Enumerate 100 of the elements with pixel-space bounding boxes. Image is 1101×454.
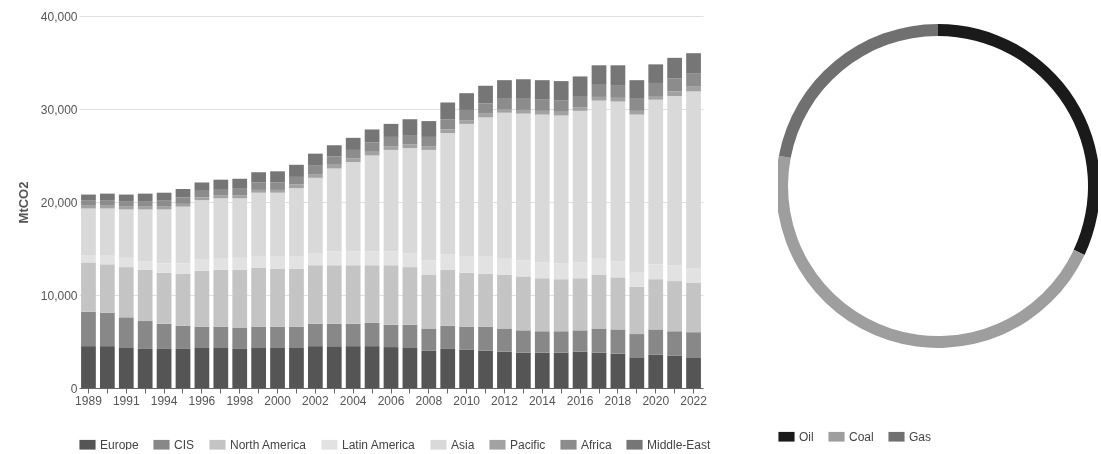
bar — [307, 174, 323, 178]
bar — [137, 321, 153, 349]
bar — [81, 262, 96, 312]
bar — [459, 109, 475, 121]
x-tick-label: 2018 — [604, 393, 632, 408]
bar — [175, 203, 191, 207]
bar — [648, 329, 664, 355]
bar — [497, 109, 512, 113]
bar — [383, 136, 399, 147]
x-tick-label: 2014 — [528, 393, 556, 408]
bar — [421, 350, 437, 388]
bar — [232, 348, 248, 388]
bar — [440, 119, 456, 130]
bar — [440, 325, 456, 349]
bar — [270, 268, 285, 327]
bar — [459, 326, 475, 350]
bar — [251, 326, 267, 349]
bar — [629, 98, 645, 111]
bar — [251, 182, 267, 190]
bar — [478, 326, 493, 351]
bar — [383, 146, 399, 150]
bar — [648, 279, 664, 330]
bar — [402, 324, 418, 349]
bar — [99, 312, 115, 347]
y-tick-label: 10,000 — [40, 288, 78, 303]
bar — [553, 352, 569, 388]
bar — [156, 348, 172, 388]
bar — [175, 325, 191, 349]
bar — [194, 326, 210, 349]
bar — [383, 324, 399, 348]
bar — [118, 201, 134, 207]
bar — [99, 205, 115, 209]
bar — [610, 277, 626, 330]
x-tick-label: 2022 — [680, 393, 708, 408]
bar — [194, 270, 210, 327]
bar — [402, 119, 418, 136]
x-tick-label: 1994 — [150, 393, 178, 408]
bar — [515, 98, 531, 110]
bar — [648, 82, 664, 96]
bar — [572, 278, 588, 331]
bar — [364, 142, 380, 152]
bar — [137, 201, 153, 207]
x-tick-label: 2016 — [566, 393, 594, 408]
bar — [572, 107, 588, 111]
bar — [497, 274, 512, 329]
bar — [459, 349, 475, 388]
legend-label: North America — [230, 437, 307, 452]
bar — [99, 200, 115, 206]
bar — [402, 267, 418, 325]
bar — [156, 323, 172, 349]
x-tick-label: 2020 — [642, 393, 670, 408]
bar — [118, 194, 134, 202]
bar — [553, 100, 569, 112]
bar — [345, 149, 361, 159]
bar — [251, 172, 267, 183]
bar — [175, 197, 191, 204]
x-tick-label: 1989 — [75, 393, 103, 408]
bar — [81, 194, 96, 201]
bar — [497, 80, 512, 99]
bar — [326, 265, 342, 324]
bar — [591, 65, 607, 85]
x-tick-label: 1996 — [188, 393, 216, 408]
bar — [667, 281, 683, 332]
bar — [402, 144, 418, 149]
bar — [175, 348, 191, 388]
bar — [270, 348, 285, 388]
legend-label: Latin America — [342, 437, 416, 452]
bar — [686, 73, 701, 87]
bar — [213, 188, 229, 196]
bar — [402, 348, 418, 388]
bar — [137, 193, 153, 202]
bar — [118, 317, 134, 349]
y-axis-title: MtCO2 — [15, 181, 31, 224]
bar — [99, 264, 115, 313]
bar — [478, 273, 493, 327]
bar — [572, 95, 588, 108]
bar — [667, 78, 683, 92]
bar — [610, 329, 626, 354]
bar — [289, 326, 304, 349]
bar — [686, 53, 701, 74]
bar — [270, 171, 285, 183]
bar — [251, 348, 267, 388]
bar — [81, 311, 96, 347]
y-tick-label: 20,000 — [40, 195, 78, 210]
bar — [534, 352, 550, 388]
bar — [213, 326, 229, 349]
bar — [270, 326, 285, 349]
bar — [326, 164, 342, 169]
bar — [232, 327, 248, 349]
legend-label: Africa — [581, 437, 612, 452]
x-tick-label: 2002 — [302, 393, 330, 408]
bar — [553, 81, 569, 101]
bar — [440, 269, 456, 326]
bar — [591, 352, 607, 388]
bar — [440, 102, 456, 120]
bar — [421, 274, 437, 329]
y-tick-label: 30,000 — [40, 102, 78, 117]
bar — [345, 323, 361, 347]
bar — [591, 84, 607, 97]
bar — [515, 109, 531, 114]
